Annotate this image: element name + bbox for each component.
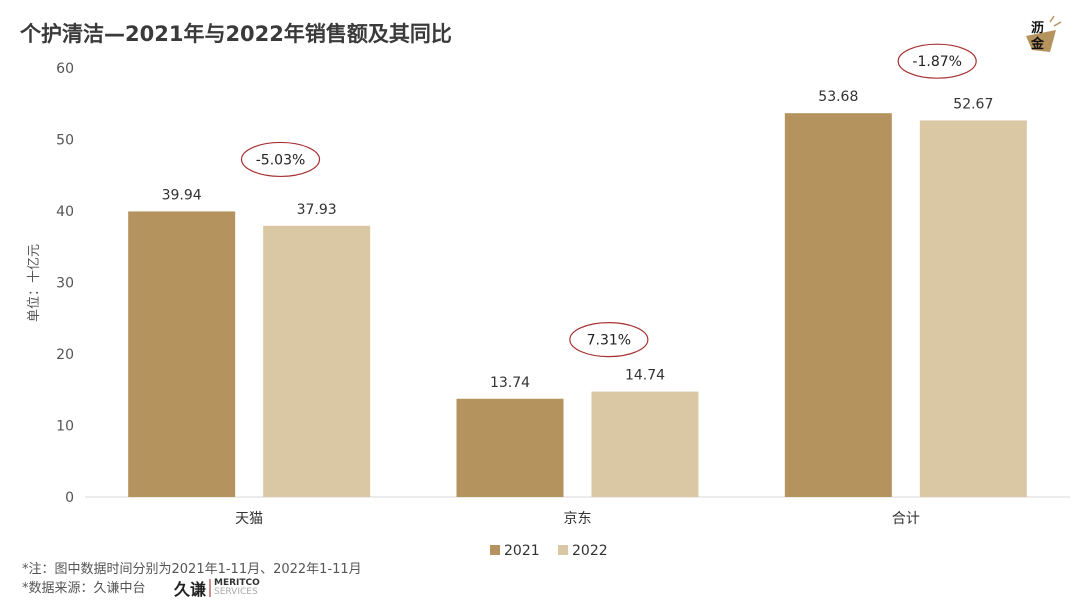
legend-swatch-2021 (490, 545, 500, 555)
footnote-source: *数据来源：久谦中台 (22, 581, 146, 596)
data-label: 39.94 (162, 187, 202, 203)
x-tick-label: 合计 (892, 511, 920, 527)
bar-2022 (263, 225, 371, 497)
brand-logo: 沥 金 (1026, 15, 1062, 52)
legend-label: 2021 (504, 543, 540, 559)
meritco-logo-en2: SERVICES (214, 587, 258, 597)
bar-2021 (784, 113, 892, 498)
svg-text:沥: 沥 (1031, 21, 1044, 36)
yoy-annotation: -5.03% (256, 152, 306, 168)
page-title: 个护清洁—2021年与2022年销售额及其同比 (20, 22, 452, 46)
bar-2021 (128, 211, 236, 497)
y-tick-label: 50 (56, 133, 74, 149)
meritco-logo-en: MERITCO (214, 578, 260, 588)
data-label: 14.74 (625, 368, 665, 384)
y-tick-label: 60 (56, 61, 74, 77)
x-tick-label: 京东 (564, 511, 592, 527)
legend-label: 2022 (572, 543, 608, 559)
yoy-annotation: 7.31% (587, 333, 631, 349)
meritco-logo: 久谦 MERITCO SERVICES (174, 576, 260, 600)
data-label: 53.68 (818, 89, 858, 105)
data-label: 13.74 (490, 375, 530, 391)
yoy-annotation: -1.87% (912, 54, 962, 70)
bar-2022 (591, 391, 699, 497)
y-tick-label: 10 (56, 419, 74, 435)
y-tick-label: 20 (56, 347, 74, 363)
y-tick-label: 0 (65, 490, 74, 506)
data-label: 37.93 (297, 202, 337, 218)
meritco-logo-cn: 久谦 (174, 580, 207, 599)
y-axis-label: 单位：十亿元 (27, 244, 42, 322)
yoy-annotation-ellipse (897, 43, 977, 79)
yoy-annotation-ellipse (569, 322, 649, 358)
footnote-note: *注：图中数据时间分别为2021年1-11月、2022年1-11月 (22, 562, 362, 577)
svg-text:金: 金 (1030, 36, 1045, 52)
data-label: 52.67 (953, 96, 993, 112)
y-tick-label: 40 (56, 204, 74, 220)
yoy-annotation-ellipse (240, 141, 321, 178)
x-tick-label: 天猫 (235, 511, 263, 527)
bar-2021 (456, 398, 564, 497)
legend-swatch-2022 (558, 545, 568, 555)
y-tick-label: 30 (56, 276, 74, 292)
bar-2022 (919, 120, 1027, 498)
